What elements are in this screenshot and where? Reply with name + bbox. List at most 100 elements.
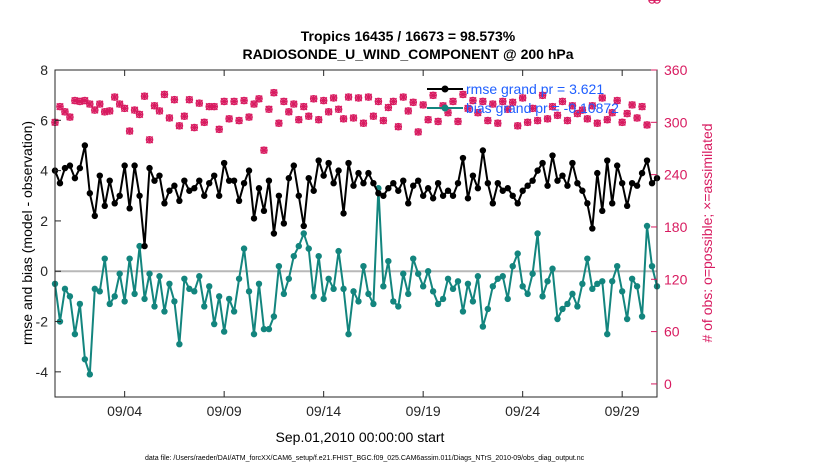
- rmse-point: [589, 225, 596, 232]
- rmse-series: [51, 142, 661, 250]
- bias-point: [220, 328, 228, 335]
- assimilated-obs-point: [583, 115, 592, 123]
- rmse-point: [434, 179, 442, 187]
- legend-bias-label: bias grand pr = -0.10872: [466, 100, 619, 116]
- assimilated-obs-point: [334, 105, 343, 113]
- bias-point: [211, 320, 218, 328]
- bias-point: [554, 315, 561, 323]
- rmse-point: [628, 179, 636, 187]
- y-right-tick-label: 360: [664, 62, 688, 78]
- rmse-point: [320, 172, 327, 179]
- rmse-point: [429, 195, 437, 202]
- assimilated-obs-point: [384, 103, 393, 112]
- rmse-point: [260, 207, 268, 215]
- bias-point: [96, 288, 103, 295]
- assimilated-obs-point: [628, 101, 636, 109]
- rmse-point: [559, 172, 566, 179]
- rmse-point: [76, 164, 84, 172]
- rmse-point: [564, 182, 571, 189]
- rmse-point: [225, 177, 233, 184]
- assimilated-obs-point: [409, 98, 417, 106]
- assimilated-obs-point: [449, 97, 457, 106]
- bias-point: [121, 298, 128, 305]
- bias-point: [61, 285, 69, 293]
- assimilated-obs-point: [633, 114, 641, 122]
- rmse-point: [295, 192, 302, 199]
- bias-point: [474, 273, 482, 280]
- rmse-point: [245, 167, 253, 174]
- bias-point: [599, 278, 606, 285]
- bias-point: [285, 275, 293, 282]
- assimilated-obs-point: [210, 102, 218, 111]
- rmse-point: [280, 220, 288, 227]
- rmse-point: [116, 192, 123, 199]
- bias-point: [235, 275, 243, 282]
- rmse-point: [459, 154, 467, 162]
- bias-point: [146, 270, 153, 277]
- rmse-point: [405, 200, 412, 207]
- rmse-point: [449, 192, 457, 199]
- bias-point: [355, 298, 362, 305]
- bias-point: [116, 270, 123, 277]
- assimilated-obs-point: [543, 115, 552, 123]
- assimilated-obs-point: [643, 121, 651, 129]
- rmse-point: [101, 202, 108, 210]
- bias-point: [270, 313, 278, 320]
- rmse-point: [345, 159, 352, 167]
- assimilated-obs-point: [638, 102, 646, 111]
- y-right-tick-label: 300: [664, 114, 688, 130]
- rmse-point: [534, 167, 541, 174]
- rmse-point: [265, 177, 273, 184]
- possible-obs-point: [648, 0, 656, 4]
- bias-point: [330, 285, 337, 293]
- bias-point: [215, 293, 223, 300]
- rmse-point: [91, 212, 99, 220]
- bias-point: [618, 288, 626, 295]
- rmse-point: [340, 210, 347, 217]
- assimilated-obs-point: [588, 102, 597, 110]
- rmse-point: [196, 177, 203, 184]
- bias-point: [559, 305, 566, 313]
- rmse-point: [250, 215, 258, 222]
- assimilated-obs-point: [310, 95, 318, 103]
- assimilated-obs-point: [494, 119, 502, 127]
- bias-point: [439, 295, 447, 303]
- rmse-point: [474, 185, 482, 192]
- assimilated-obs-point: [613, 96, 621, 105]
- rmse-point: [623, 202, 631, 210]
- assimilated-obs-point: [339, 115, 348, 123]
- assimilated-obs-point: [434, 117, 442, 126]
- bias-point: [360, 263, 367, 270]
- x-tick-label: 09/24: [505, 403, 540, 419]
- bias-point: [514, 250, 521, 257]
- assimilated-obs-point: [374, 97, 383, 106]
- bias-point: [628, 275, 636, 282]
- bias-point: [206, 283, 213, 290]
- assimilated-obs-point: [603, 116, 611, 124]
- rmse-point: [613, 162, 621, 169]
- assimilated-obs-point: [394, 122, 402, 131]
- bias-point: [101, 255, 108, 262]
- rmse-point: [390, 179, 397, 187]
- assimilated-obs-point: [120, 104, 129, 113]
- rmse-point: [181, 177, 188, 184]
- rmse-point: [643, 157, 651, 164]
- y-right-tick-label: 120: [664, 271, 688, 287]
- rmse-point: [56, 179, 64, 187]
- rmse-point: [350, 182, 357, 189]
- bias-point: [579, 280, 586, 288]
- assimilated-obs-point: [608, 109, 616, 117]
- bias-point: [176, 340, 183, 348]
- rmse-point: [126, 205, 133, 212]
- rmse-point: [275, 192, 283, 199]
- assimilated-obs-point: [190, 123, 199, 132]
- bias-point: [66, 293, 74, 300]
- assimilated-obs-point: [245, 113, 253, 121]
- assimilated-obs-point: [86, 100, 94, 108]
- bias-point: [86, 371, 94, 378]
- rmse-point: [111, 200, 118, 207]
- rmse-point: [290, 162, 298, 169]
- assimilated-obs-point: [235, 116, 243, 125]
- rmse-point: [235, 197, 243, 204]
